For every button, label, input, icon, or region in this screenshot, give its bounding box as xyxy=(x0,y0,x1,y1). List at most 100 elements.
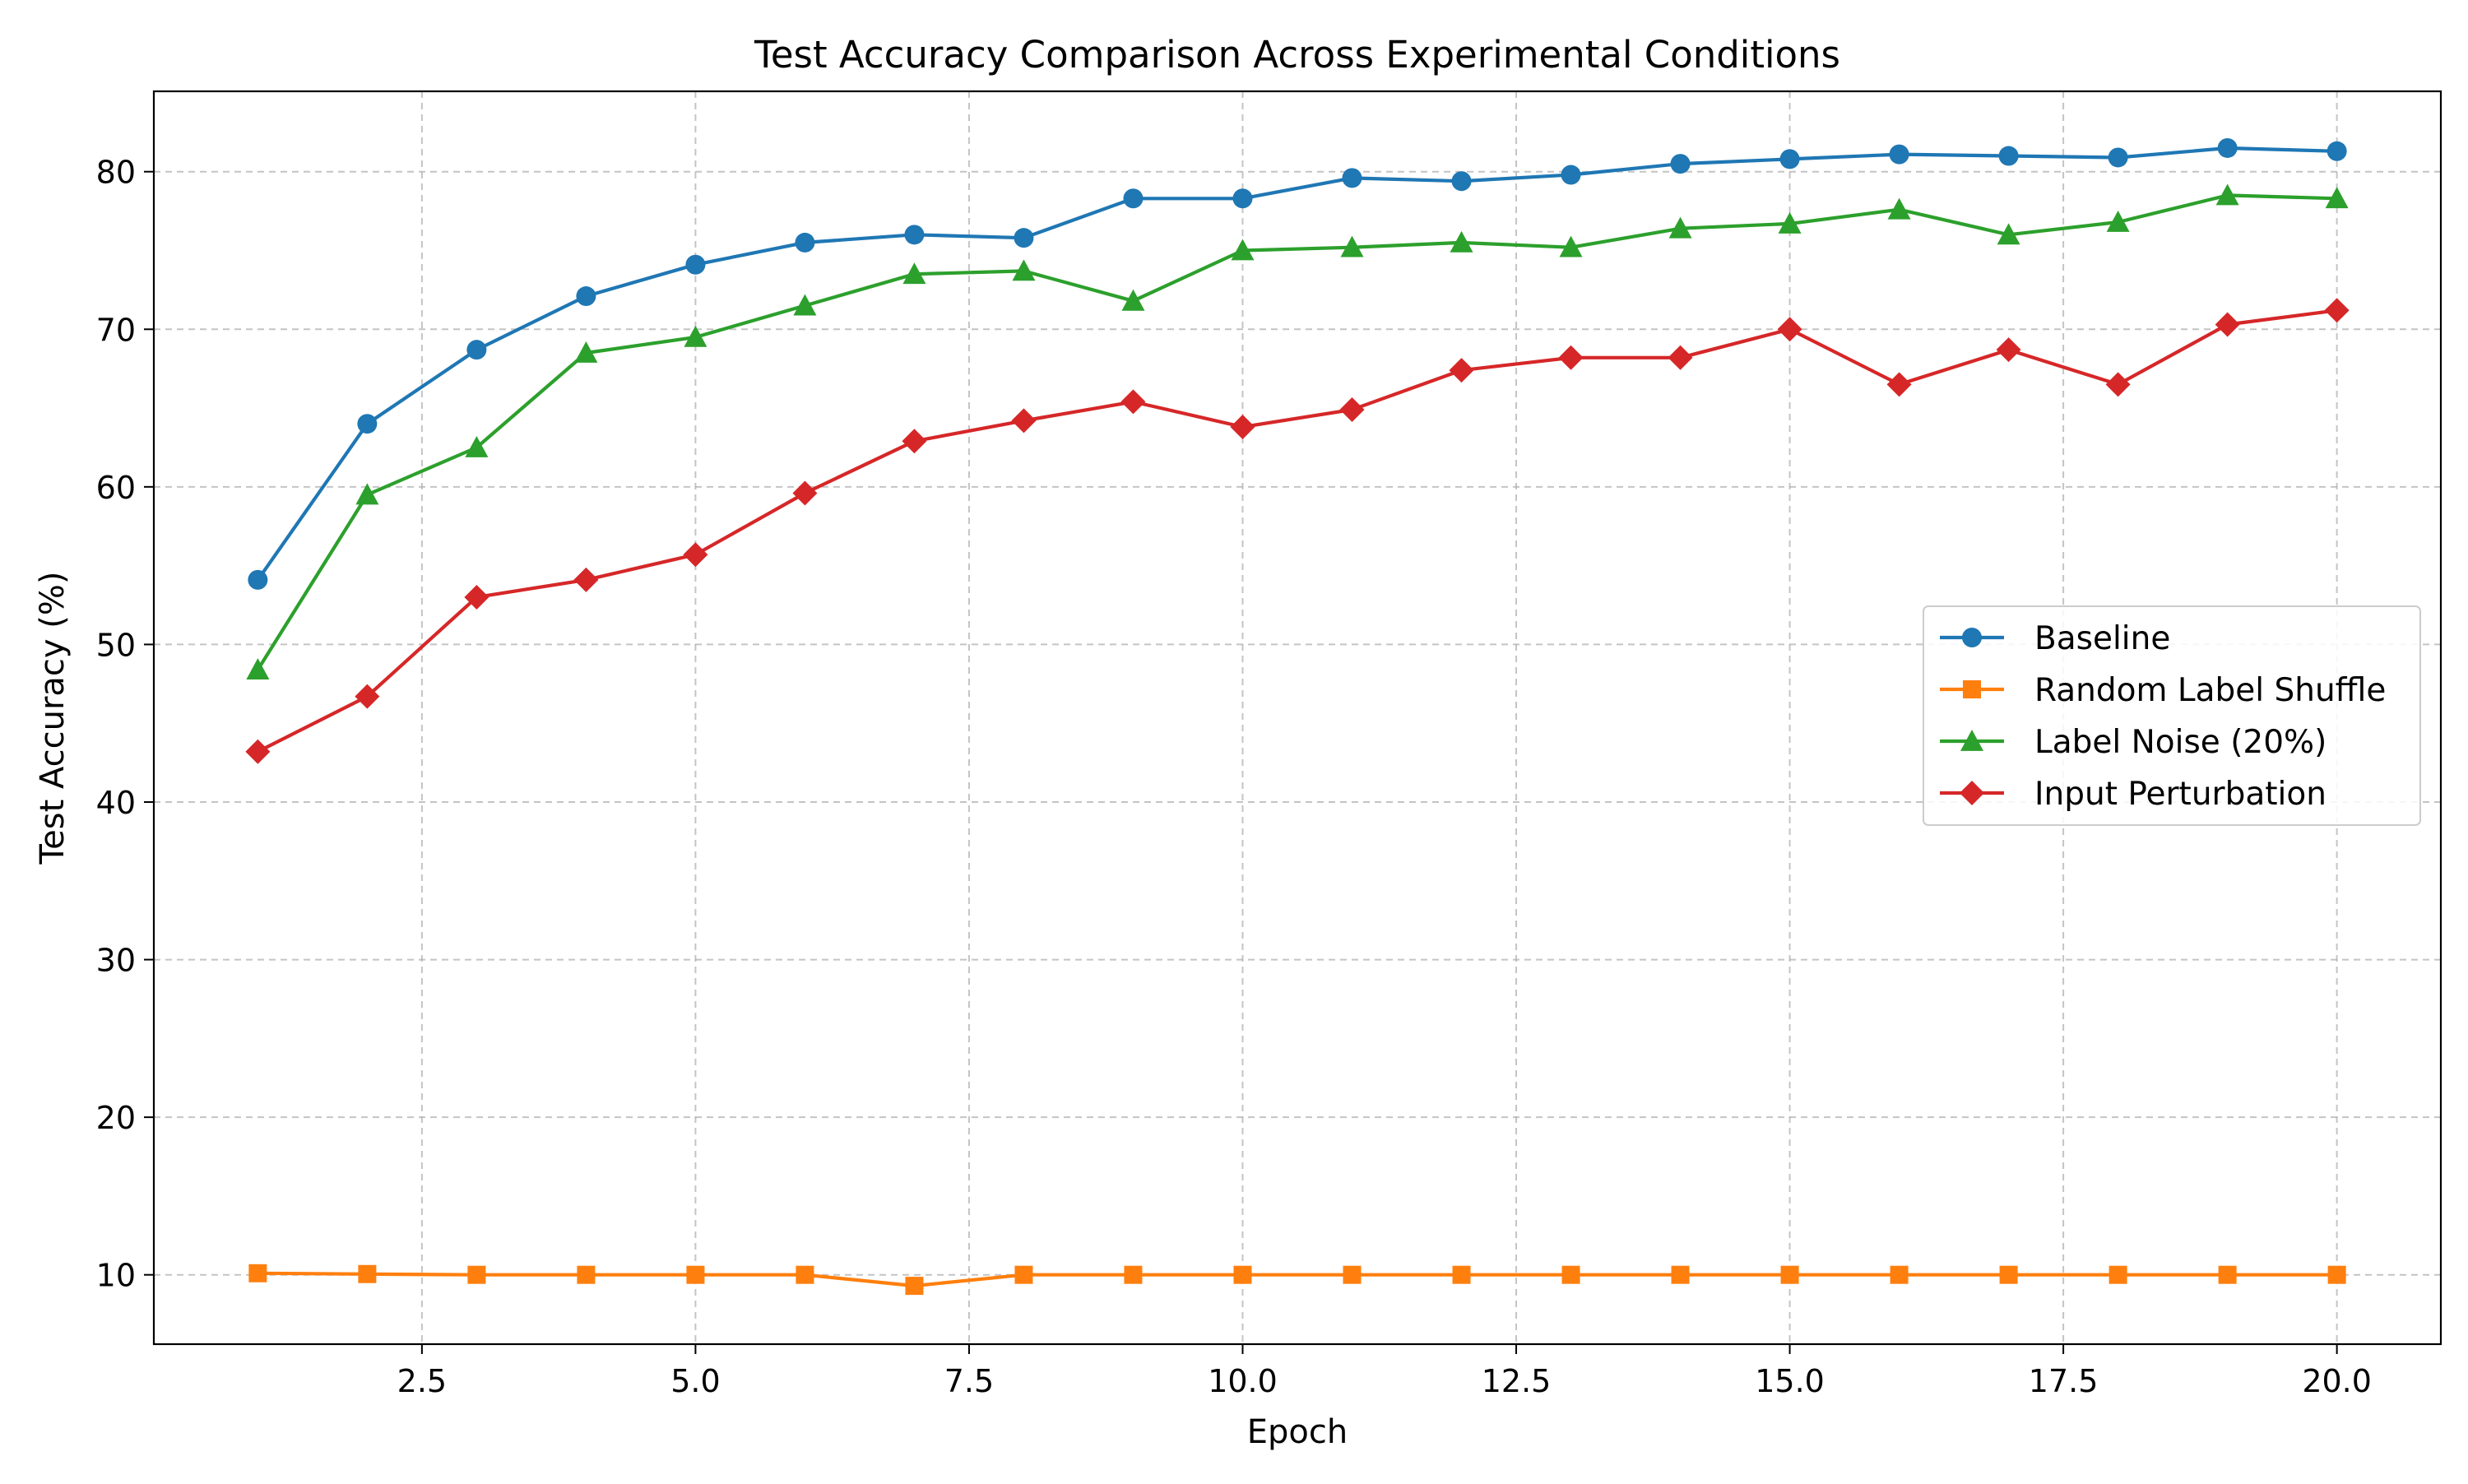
data-point-input-perturbation xyxy=(683,542,708,568)
data-point-input-perturbation xyxy=(1449,358,1474,383)
x-tick-label: 10.0 xyxy=(1208,1363,1278,1399)
y-tick-label: 50 xyxy=(96,627,136,663)
legend-item-baseline: Baseline xyxy=(1940,620,2170,657)
data-point-baseline xyxy=(1014,228,1034,248)
data-point-label-noise-20 xyxy=(902,262,926,285)
data-point-input-perturbation xyxy=(1996,337,2021,363)
data-point-label-noise-20 xyxy=(1012,259,1036,281)
axis-ticks: 2.5 5.0 7.5 10.0 12.5 15.0 17.5 20.0 10 20 30 40 50 6… xyxy=(96,155,2372,1399)
legend-item-input-perturbation: Input Perturbation xyxy=(1940,776,2327,813)
series-line-label-noise-20 xyxy=(256,193,2337,671)
data-point-input-perturbation xyxy=(792,480,818,506)
data-point-input-perturbation xyxy=(1011,408,1037,434)
data-point-label-noise-20 xyxy=(1231,239,1255,261)
legend-swatch-marker xyxy=(1962,628,1982,647)
legend-label: Random Label Shuffle xyxy=(2034,672,2386,709)
data-point-random-label-shuffle xyxy=(1233,1265,1252,1284)
series-random-label-shuffle xyxy=(248,1264,2346,1296)
data-point-random-label-shuffle xyxy=(1561,1265,1580,1284)
y-tick-label: 70 xyxy=(96,312,136,348)
data-point-input-perturbation xyxy=(902,429,927,454)
data-point-label-noise-20 xyxy=(2106,211,2130,232)
data-point-input-perturbation xyxy=(1777,317,1802,342)
y-tick-label: 60 xyxy=(96,470,136,506)
data-point-random-label-shuffle xyxy=(1343,1265,1362,1284)
data-point-label-noise-20 xyxy=(684,325,707,347)
legend-label: Baseline xyxy=(2034,620,2170,657)
data-point-label-noise-20 xyxy=(1559,235,1583,257)
data-point-label-noise-20 xyxy=(246,658,270,679)
data-point-label-noise-20 xyxy=(1778,211,1802,234)
data-point-label-noise-20 xyxy=(465,435,489,457)
data-point-random-label-shuffle xyxy=(905,1277,924,1296)
data-point-random-label-shuffle xyxy=(1014,1265,1033,1284)
legend-box xyxy=(1923,605,2421,826)
data-point-baseline xyxy=(2217,137,2238,158)
data-point-random-label-shuffle xyxy=(2327,1265,2346,1284)
data-point-baseline xyxy=(685,254,706,275)
data-point-random-label-shuffle xyxy=(1671,1265,1690,1284)
data-point-label-noise-20 xyxy=(355,483,379,505)
data-point-baseline xyxy=(1342,168,1362,188)
data-point-input-perturbation xyxy=(1230,415,1255,440)
data-point-baseline xyxy=(1451,171,1472,192)
data-point-input-perturbation xyxy=(2324,298,2350,323)
legend-label: Label Noise (20%) xyxy=(2034,724,2327,761)
data-point-input-perturbation xyxy=(355,684,380,709)
data-point-baseline xyxy=(1998,146,2019,166)
data-point-label-noise-20 xyxy=(1887,197,1911,220)
data-point-label-noise-20 xyxy=(574,341,598,363)
data-point-baseline xyxy=(1670,154,1691,174)
data-point-random-label-shuffle xyxy=(358,1264,377,1283)
data-point-random-label-shuffle xyxy=(577,1265,596,1284)
data-point-label-noise-20 xyxy=(1997,223,2020,245)
x-tick-label: 2.5 xyxy=(397,1363,447,1399)
legend-item-random-label-shuffle: Random Label Shuffle xyxy=(1940,672,2386,709)
x-tick-label: 5.0 xyxy=(670,1363,720,1399)
y-axis-label: Test Accuracy (%) xyxy=(34,571,72,865)
legend: Baseline Random Label Shuffle Label Noise … xyxy=(1923,605,2421,826)
data-point-baseline xyxy=(248,569,268,590)
data-point-baseline xyxy=(357,414,378,434)
series-line-input-perturbation xyxy=(257,308,2337,754)
legend-swatch-marker xyxy=(1960,730,1983,751)
data-point-baseline xyxy=(795,232,815,253)
data-point-label-noise-20 xyxy=(1340,235,1364,257)
data-point-baseline xyxy=(1889,144,1909,165)
data-point-baseline xyxy=(576,286,596,307)
y-tick-label: 10 xyxy=(96,1258,136,1294)
data-point-label-noise-20 xyxy=(793,294,817,316)
data-point-baseline xyxy=(904,225,925,245)
y-tick-label: 80 xyxy=(96,155,136,191)
y-tick-label: 20 xyxy=(96,1100,136,1136)
y-tick-label: 30 xyxy=(96,943,136,979)
data-point-random-label-shuffle xyxy=(1999,1265,2018,1284)
data-point-random-label-shuffle xyxy=(1780,1265,1799,1284)
data-point-baseline xyxy=(1123,188,1144,209)
data-point-input-perturbation xyxy=(2105,372,2131,397)
x-tick-label: 20.0 xyxy=(2302,1363,2372,1399)
data-point-label-noise-20 xyxy=(2215,183,2239,206)
x-tick-label: 17.5 xyxy=(2029,1363,2099,1399)
data-point-random-label-shuffle xyxy=(2108,1265,2127,1284)
data-point-input-perturbation xyxy=(1886,372,1912,397)
data-point-baseline xyxy=(1561,165,1581,185)
y-tick-label: 40 xyxy=(96,785,136,821)
legend-item-label-noise-20: Label Noise (20%) xyxy=(1940,724,2327,761)
data-point-random-label-shuffle xyxy=(467,1265,486,1284)
series-layer xyxy=(245,137,2350,1296)
data-point-label-noise-20 xyxy=(1668,216,1692,239)
data-point-baseline xyxy=(1779,149,1800,169)
plot-area-frame xyxy=(152,90,2442,1346)
data-point-baseline xyxy=(1232,188,1253,209)
x-tick-label: 7.5 xyxy=(944,1363,994,1399)
data-point-input-perturbation xyxy=(1558,345,1584,370)
data-point-label-noise-20 xyxy=(2325,187,2349,209)
legend-label: Input Perturbation xyxy=(2034,776,2327,813)
data-point-input-perturbation xyxy=(2215,312,2240,337)
data-point-baseline xyxy=(2108,147,2128,168)
chart-title: Test Accuracy Comparison Across Experime… xyxy=(754,33,1840,77)
series-baseline xyxy=(248,137,2347,590)
legend-swatch-marker xyxy=(1960,781,1984,805)
